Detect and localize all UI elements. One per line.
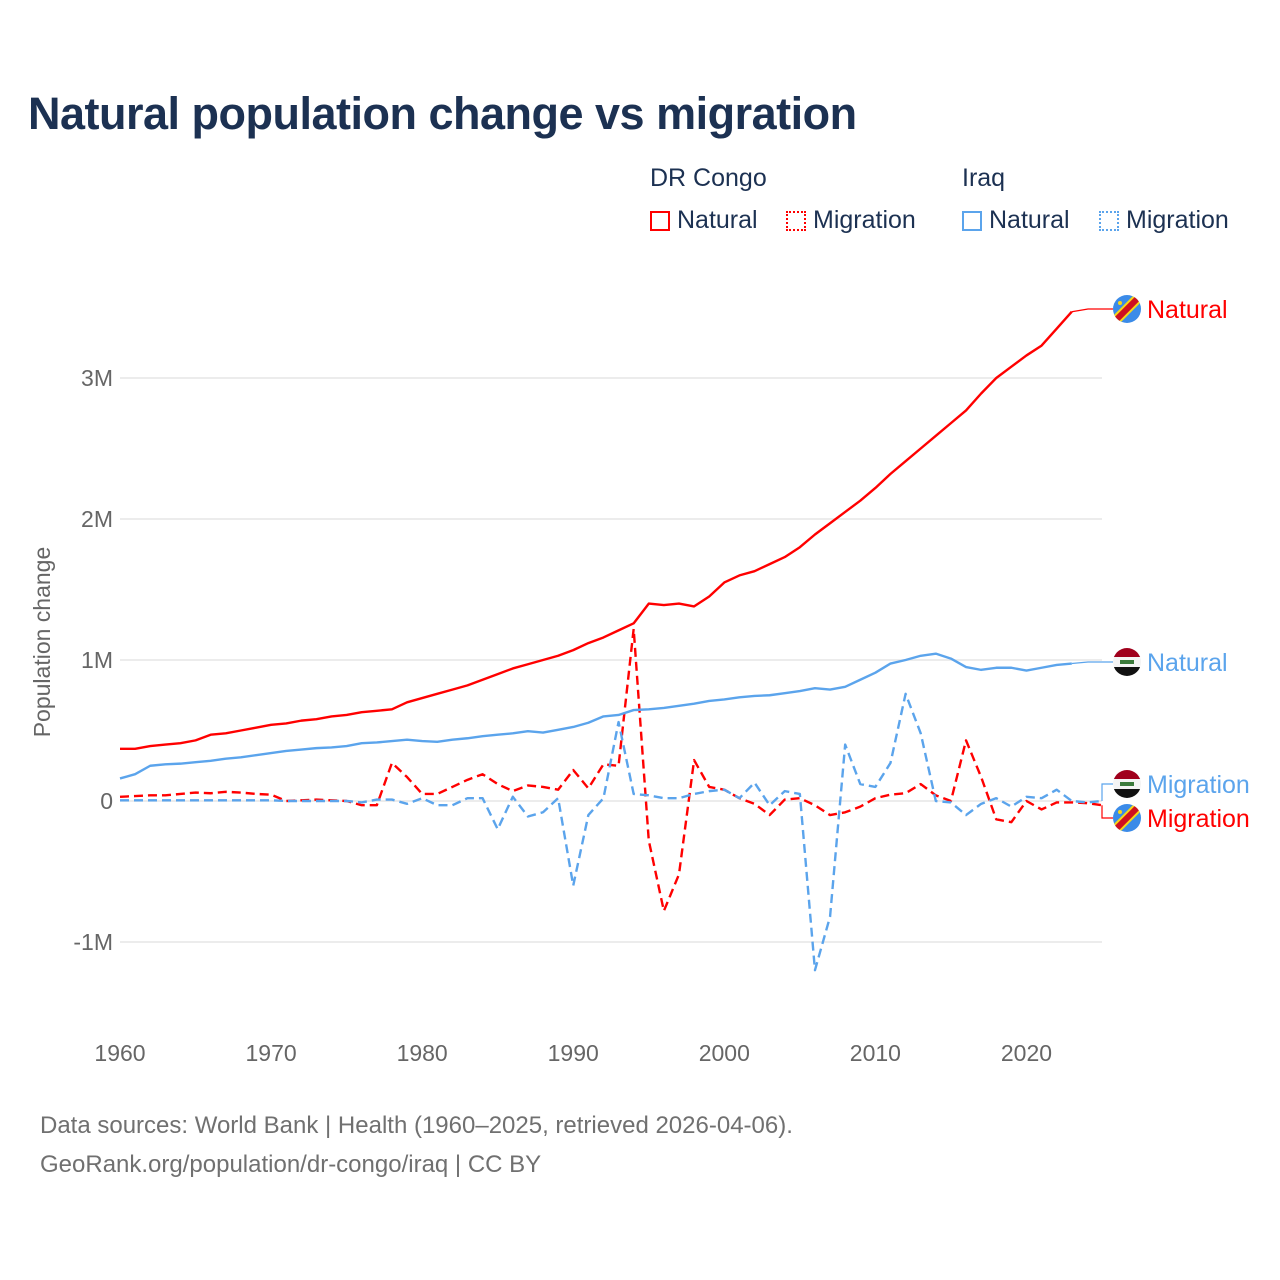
footer: Data sources: World Bank | Health (1960–…	[40, 1106, 793, 1184]
x-tick-label: 2000	[699, 1040, 750, 1066]
legend-label: Natural	[677, 206, 758, 234]
y-axis-label: Population change	[29, 547, 55, 738]
legend-swatch-solid	[650, 210, 670, 231]
x-tick-label: 2020	[1001, 1040, 1052, 1066]
end-label-dr-congo-natural: Natural	[1147, 296, 1228, 324]
dr-congo-flag-icon	[1113, 295, 1141, 323]
y-tick-label: 3M	[81, 365, 113, 391]
label-connector	[1071, 661, 1113, 665]
legend-swatch-dotted	[1099, 210, 1119, 231]
license-note: GeoRank.org/population/dr-congo/iraq | C…	[40, 1151, 542, 1178]
x-tick-label: 1970	[245, 1040, 296, 1066]
y-tick-label: 1M	[81, 647, 113, 673]
label-connector	[1101, 805, 1113, 819]
x-tick-label: 1990	[548, 1040, 599, 1066]
series-line-iraq-natural	[119, 652, 1072, 780]
legend-swatch-dotted	[786, 210, 806, 231]
legend-drc-natural[interactable]: Natural	[650, 206, 758, 235]
x-tick-label: 1960	[94, 1040, 145, 1066]
legend-iraq-natural[interactable]: Natural	[962, 206, 1070, 235]
legend-group-drc: DR Congo	[650, 164, 767, 192]
legend-label: Migration	[813, 206, 916, 234]
series-line-dr-congo-migration	[119, 627, 1103, 913]
dr-congo-flag-icon	[1113, 804, 1141, 832]
iraq-flag-icon	[1113, 770, 1141, 798]
y-tick-label: 0	[100, 788, 113, 814]
end-label-iraq-natural: Natural	[1147, 649, 1228, 677]
legend-label: Migration	[1126, 206, 1229, 234]
label-connector	[1071, 308, 1113, 313]
x-tick-label: 2010	[850, 1040, 901, 1066]
label-connector	[1101, 783, 1113, 801]
y-tick-label: -1M	[73, 929, 113, 955]
legend-swatch-solid	[962, 210, 982, 231]
iraq-flag-icon	[1113, 648, 1141, 676]
legend-iraq-migration[interactable]: Migration	[1099, 206, 1229, 235]
end-label-dr-congo-migration: Migration	[1147, 805, 1250, 833]
x-tick-label: 1980	[397, 1040, 448, 1066]
y-tick-label: 2M	[81, 506, 113, 532]
series-line-dr-congo-natural	[120, 310, 1073, 751]
end-label-iraq-migration: Migration	[1147, 771, 1250, 799]
legend-drc-migration[interactable]: Migration	[786, 206, 916, 235]
legend-group-iraq: Iraq	[962, 164, 1006, 192]
chart-title: Natural population change vs migration	[28, 88, 857, 139]
source-note: Data sources: World Bank | Health (1960–…	[40, 1112, 793, 1139]
series-line-iraq-migration	[120, 692, 1103, 972]
legend-label: Natural	[989, 206, 1070, 234]
